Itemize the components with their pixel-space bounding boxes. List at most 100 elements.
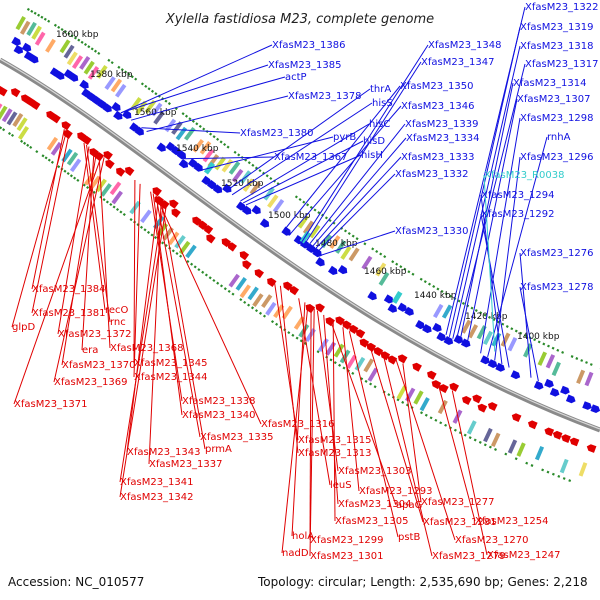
cog-category-mark (333, 343, 345, 358)
gc-skew-mark (561, 350, 565, 354)
gc-skew-mark (161, 241, 165, 245)
gene-label: XfasM23_1247 (487, 550, 561, 561)
label-leader (148, 199, 162, 465)
reverse-gene (552, 430, 563, 440)
cog-category-mark (26, 21, 37, 36)
reverse-gene (116, 167, 126, 177)
cog-category-mark (0, 105, 8, 120)
cog-category-mark (516, 442, 526, 457)
map-title: Xylella fastidiosa M23, complete genome (165, 12, 434, 27)
cog-category-mark (34, 31, 46, 46)
gc-skew-mark (306, 203, 310, 207)
forward-gene (480, 355, 490, 365)
label-leader (11, 130, 68, 328)
gc-skew-mark (258, 169, 262, 173)
gc-skew-mark (181, 112, 185, 116)
cog-category-mark (378, 271, 390, 286)
forward-gene (560, 385, 570, 395)
reverse-gene (0, 87, 8, 97)
cog-category-mark (63, 44, 75, 59)
gc-skew-mark (351, 371, 355, 375)
forward-gene (281, 226, 291, 236)
forward-gene (436, 332, 446, 342)
gc-skew-mark (150, 233, 154, 237)
label-leader (126, 197, 160, 453)
rna-gene (391, 290, 403, 304)
label-leader (451, 390, 488, 556)
gc-skew-mark (407, 270, 411, 274)
cog-category-mark (228, 273, 240, 288)
label-leader (466, 98, 518, 347)
reverse-gene (227, 242, 237, 252)
gene-label: XfasM23_1319 (520, 22, 594, 33)
label-leader (437, 382, 476, 522)
cog-category-mark (263, 186, 275, 201)
cog-category-mark (17, 125, 30, 140)
gene-label: XfasM23_1350 (400, 81, 474, 92)
reverse-gene (315, 303, 325, 313)
cog-category-mark (247, 286, 259, 301)
gene-label: XfasM23_1299 (310, 535, 384, 546)
cog-category-mark (281, 305, 293, 320)
gc-skew-mark (171, 249, 175, 253)
gc-skew-mark (396, 398, 400, 402)
reverse-gene (152, 187, 162, 197)
reverse-gene (63, 129, 73, 139)
reverse-gene (439, 384, 449, 394)
gc-skew-mark (30, 9, 34, 13)
gc-skew-mark (124, 70, 128, 74)
reverse-gene (169, 199, 179, 209)
reverse-gene (366, 342, 377, 352)
gc-skew-mark (63, 30, 67, 34)
gc-skew-mark (432, 284, 436, 289)
cog-category-mark (354, 356, 366, 371)
gene-label: XfasM23_1378 (288, 91, 362, 102)
reverse-gene (171, 208, 181, 218)
gc-skew-mark (483, 443, 487, 447)
cog-category-mark (231, 168, 244, 183)
gene-label: XfasM23_1292 (481, 209, 555, 220)
reverse-gene (103, 150, 113, 161)
label-leader (316, 310, 339, 472)
gene-label: XfasM23_1281 (423, 517, 497, 528)
genome-backbone-highlight (0, 58, 600, 430)
gc-skew-mark (57, 165, 61, 169)
cog-category-mark (15, 16, 26, 31)
gc-skew-mark (510, 327, 514, 331)
reverse-gene (61, 121, 71, 131)
label-leader (282, 85, 401, 232)
gc-skew-mark (237, 153, 241, 157)
gene-label: XfasM23_1344 (134, 372, 208, 383)
label-leader (226, 88, 371, 192)
gc-skew-mark (219, 284, 224, 288)
reverse-gene (221, 238, 231, 248)
gc-skew-mark (351, 234, 355, 238)
gc-skew-mark (188, 117, 192, 121)
cog-category-mark (12, 113, 24, 127)
label-leader (31, 132, 70, 314)
cog-category-mark (110, 78, 123, 93)
forward-gene (549, 387, 560, 397)
gc-skew-mark (80, 40, 84, 44)
gene-label: XfasM23_1334 (406, 133, 480, 144)
reverse-gene (125, 166, 135, 176)
reverse-gene (192, 216, 202, 226)
gene-label: XfasM23_1294 (481, 190, 555, 201)
forward-gene (13, 44, 24, 54)
label-leader (455, 63, 526, 341)
cog-category-mark (31, 25, 42, 40)
gene-label: XfasM23_1277 (421, 497, 495, 508)
kbp-tick-label: 1400 kbp (517, 332, 560, 342)
label-leader (141, 127, 241, 134)
cog-category-mark (19, 20, 31, 35)
gc-skew-mark (575, 357, 579, 360)
forward-gene (241, 205, 252, 215)
gc-skew-mark (295, 336, 299, 340)
forward-gene (533, 380, 544, 390)
forward-gene (259, 218, 270, 228)
forward-gene (21, 42, 32, 52)
cog-category-mark (115, 83, 127, 98)
cog-category-mark (340, 245, 352, 260)
label-leader (183, 156, 275, 160)
